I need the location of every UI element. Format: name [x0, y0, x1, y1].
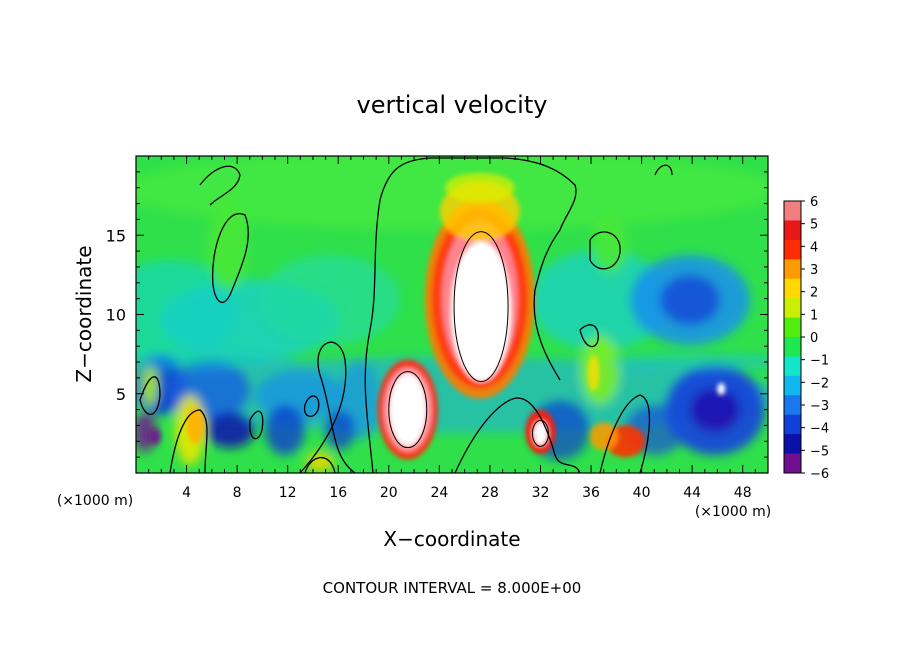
colorbar-label: 5: [810, 218, 818, 233]
contour-line-9: [303, 395, 320, 417]
contour-line-1: [299, 341, 356, 473]
colorbar-swatch: [784, 395, 801, 416]
field-region-21: [142, 363, 158, 407]
colorbar-swatch: [784, 259, 801, 280]
x-tick-label: 12: [279, 485, 297, 501]
field-core-8: [389, 373, 426, 446]
contour-line-7: [169, 409, 208, 473]
field-core-10: [533, 421, 548, 446]
colorbar-swatch: [784, 453, 801, 474]
field-core-5: [444, 172, 515, 203]
field-region-4: [530, 250, 670, 350]
field-region-14: [205, 412, 255, 448]
colorbar-swatch: [784, 414, 801, 435]
colorbar-swatch: [784, 220, 801, 241]
contour-core-right: [531, 419, 549, 447]
field-core-12: [589, 422, 618, 451]
contour-line-4: [589, 231, 621, 270]
x-tick-label: 48: [734, 485, 752, 501]
contour-line-5: [199, 165, 241, 206]
x-tick-label: 28: [481, 485, 499, 501]
field-region-10: [255, 370, 345, 420]
velocity-field: [136, 156, 768, 472]
contour-core-main: [453, 231, 509, 383]
contour-line-10: [304, 456, 336, 473]
field-region-23: [592, 217, 628, 273]
field-core-13: [186, 407, 205, 444]
y-axis: 5 10 15: [106, 171, 768, 458]
colorbar-swatch: [784, 298, 801, 319]
field-region-6: [660, 275, 720, 325]
y-tick-label: 15: [106, 226, 126, 245]
x-tick-label: 24: [430, 485, 448, 501]
chart-title: vertical velocity: [357, 91, 548, 119]
field-region-22: [208, 200, 248, 290]
colorbar-swatch: [784, 375, 801, 396]
colorbar-swatch: [784, 239, 801, 260]
field-region-24: [580, 335, 620, 405]
x-axis-label: X−coordinate: [383, 527, 520, 551]
colorbar-label: −4: [810, 422, 829, 437]
y-axis-label: Z−coordinate: [72, 245, 96, 382]
field-region-26: [136, 354, 300, 370]
colorbar-label: −5: [810, 444, 829, 459]
colorbar-label: −6: [810, 467, 829, 482]
x-tick-label: 4: [182, 485, 191, 501]
x-tick-label: 20: [380, 485, 398, 501]
plot-area: [136, 156, 768, 473]
contour-line-11: [579, 324, 599, 348]
field-region-15: [265, 405, 305, 455]
field-region-27: [610, 354, 768, 370]
x-tick-label: 36: [582, 485, 600, 501]
contour-line-8: [249, 410, 264, 440]
field-core-14: [587, 355, 600, 392]
contour-line-6: [139, 376, 161, 416]
x-axis: 4 8 12 16 20 24 28 32 36 40 44 48: [148, 156, 756, 501]
colorbar: 6 5 4 3 2 1 0 −1 −2 −3 −4 −5 −6: [783, 195, 829, 482]
contour-line-13: [654, 164, 673, 176]
field-core-3: [451, 241, 512, 382]
contour-line-3: [211, 212, 249, 304]
contour-line-12: [599, 394, 651, 473]
colorbar-swatch: [784, 317, 801, 338]
contour-core-left: [388, 371, 428, 449]
colorbar-swatch: [784, 337, 801, 357]
colorbar-label: −1: [810, 354, 829, 369]
colorbar-label: 0: [810, 331, 818, 346]
colorbar-label: 4: [810, 240, 818, 255]
x-tick-label: 40: [633, 485, 651, 501]
colorbar-label: 6: [810, 195, 818, 210]
colorbar-swatch: [784, 434, 801, 455]
field-core-15: [717, 382, 726, 395]
colorbar-label: −2: [810, 376, 829, 391]
colorbar-swatch: [784, 201, 801, 221]
x-tick-label: 16: [329, 485, 347, 501]
colorbar-label: 3: [810, 263, 818, 278]
colorbar-label: −3: [810, 399, 829, 414]
field-region-13: [690, 388, 740, 432]
x-tick-label: 8: [233, 485, 242, 501]
colorbar-swatch: [784, 356, 801, 377]
y-tick-label: 10: [106, 306, 126, 325]
velocity-field-cores: [148, 172, 726, 460]
colorbar-label: 2: [810, 286, 818, 301]
x-unit-right: (×1000 m): [695, 504, 771, 520]
contour-line-0: [364, 157, 577, 473]
x-tick-label: 44: [683, 485, 701, 501]
contour-lines: [139, 157, 673, 473]
colorbar-swatch: [784, 278, 801, 299]
colorbar-label: 1: [810, 308, 818, 323]
x-unit-left: (×1000 m): [57, 493, 133, 509]
field-core-16: [148, 428, 161, 445]
field-region-3: [260, 255, 400, 345]
contour-line-2: [454, 397, 581, 473]
x-tick-label: 32: [532, 485, 550, 501]
field-region-16: [325, 410, 355, 450]
y-tick-label: 5: [116, 385, 126, 404]
contour-interval-label: CONTOUR INTERVAL = 8.000E+00: [323, 579, 582, 597]
